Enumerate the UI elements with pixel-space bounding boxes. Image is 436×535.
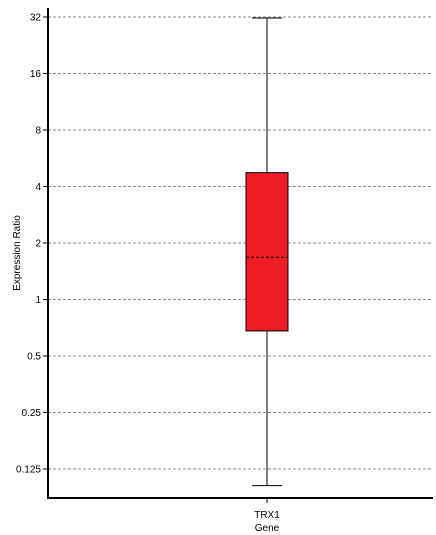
x-tick-label: TRX1: [254, 510, 280, 521]
y-tick-label: 8: [35, 126, 41, 137]
y-tick-label: 2: [35, 239, 41, 250]
y-tick-label: 0.125: [16, 465, 41, 476]
y-axis-ticks: 32 16 8 4 2 1 0.5 0.25 0.125: [16, 13, 48, 476]
box-series: TRX1: [245, 17, 289, 521]
grid-lines: [48, 16, 433, 470]
y-tick-label: 1: [35, 295, 41, 306]
y-tick-label: 16: [30, 69, 42, 80]
y-tick-label: 4: [35, 182, 41, 193]
y-axis-title: Expression Ratio: [12, 215, 23, 291]
x-axis-title: Gene: [255, 523, 280, 534]
y-tick-label: 32: [30, 13, 42, 24]
interquartile-box: [245, 172, 289, 332]
y-tick-label: 0.5: [27, 352, 41, 363]
y-tick-label: 0.25: [22, 408, 42, 419]
box-trx1: TRX1: [245, 17, 289, 521]
